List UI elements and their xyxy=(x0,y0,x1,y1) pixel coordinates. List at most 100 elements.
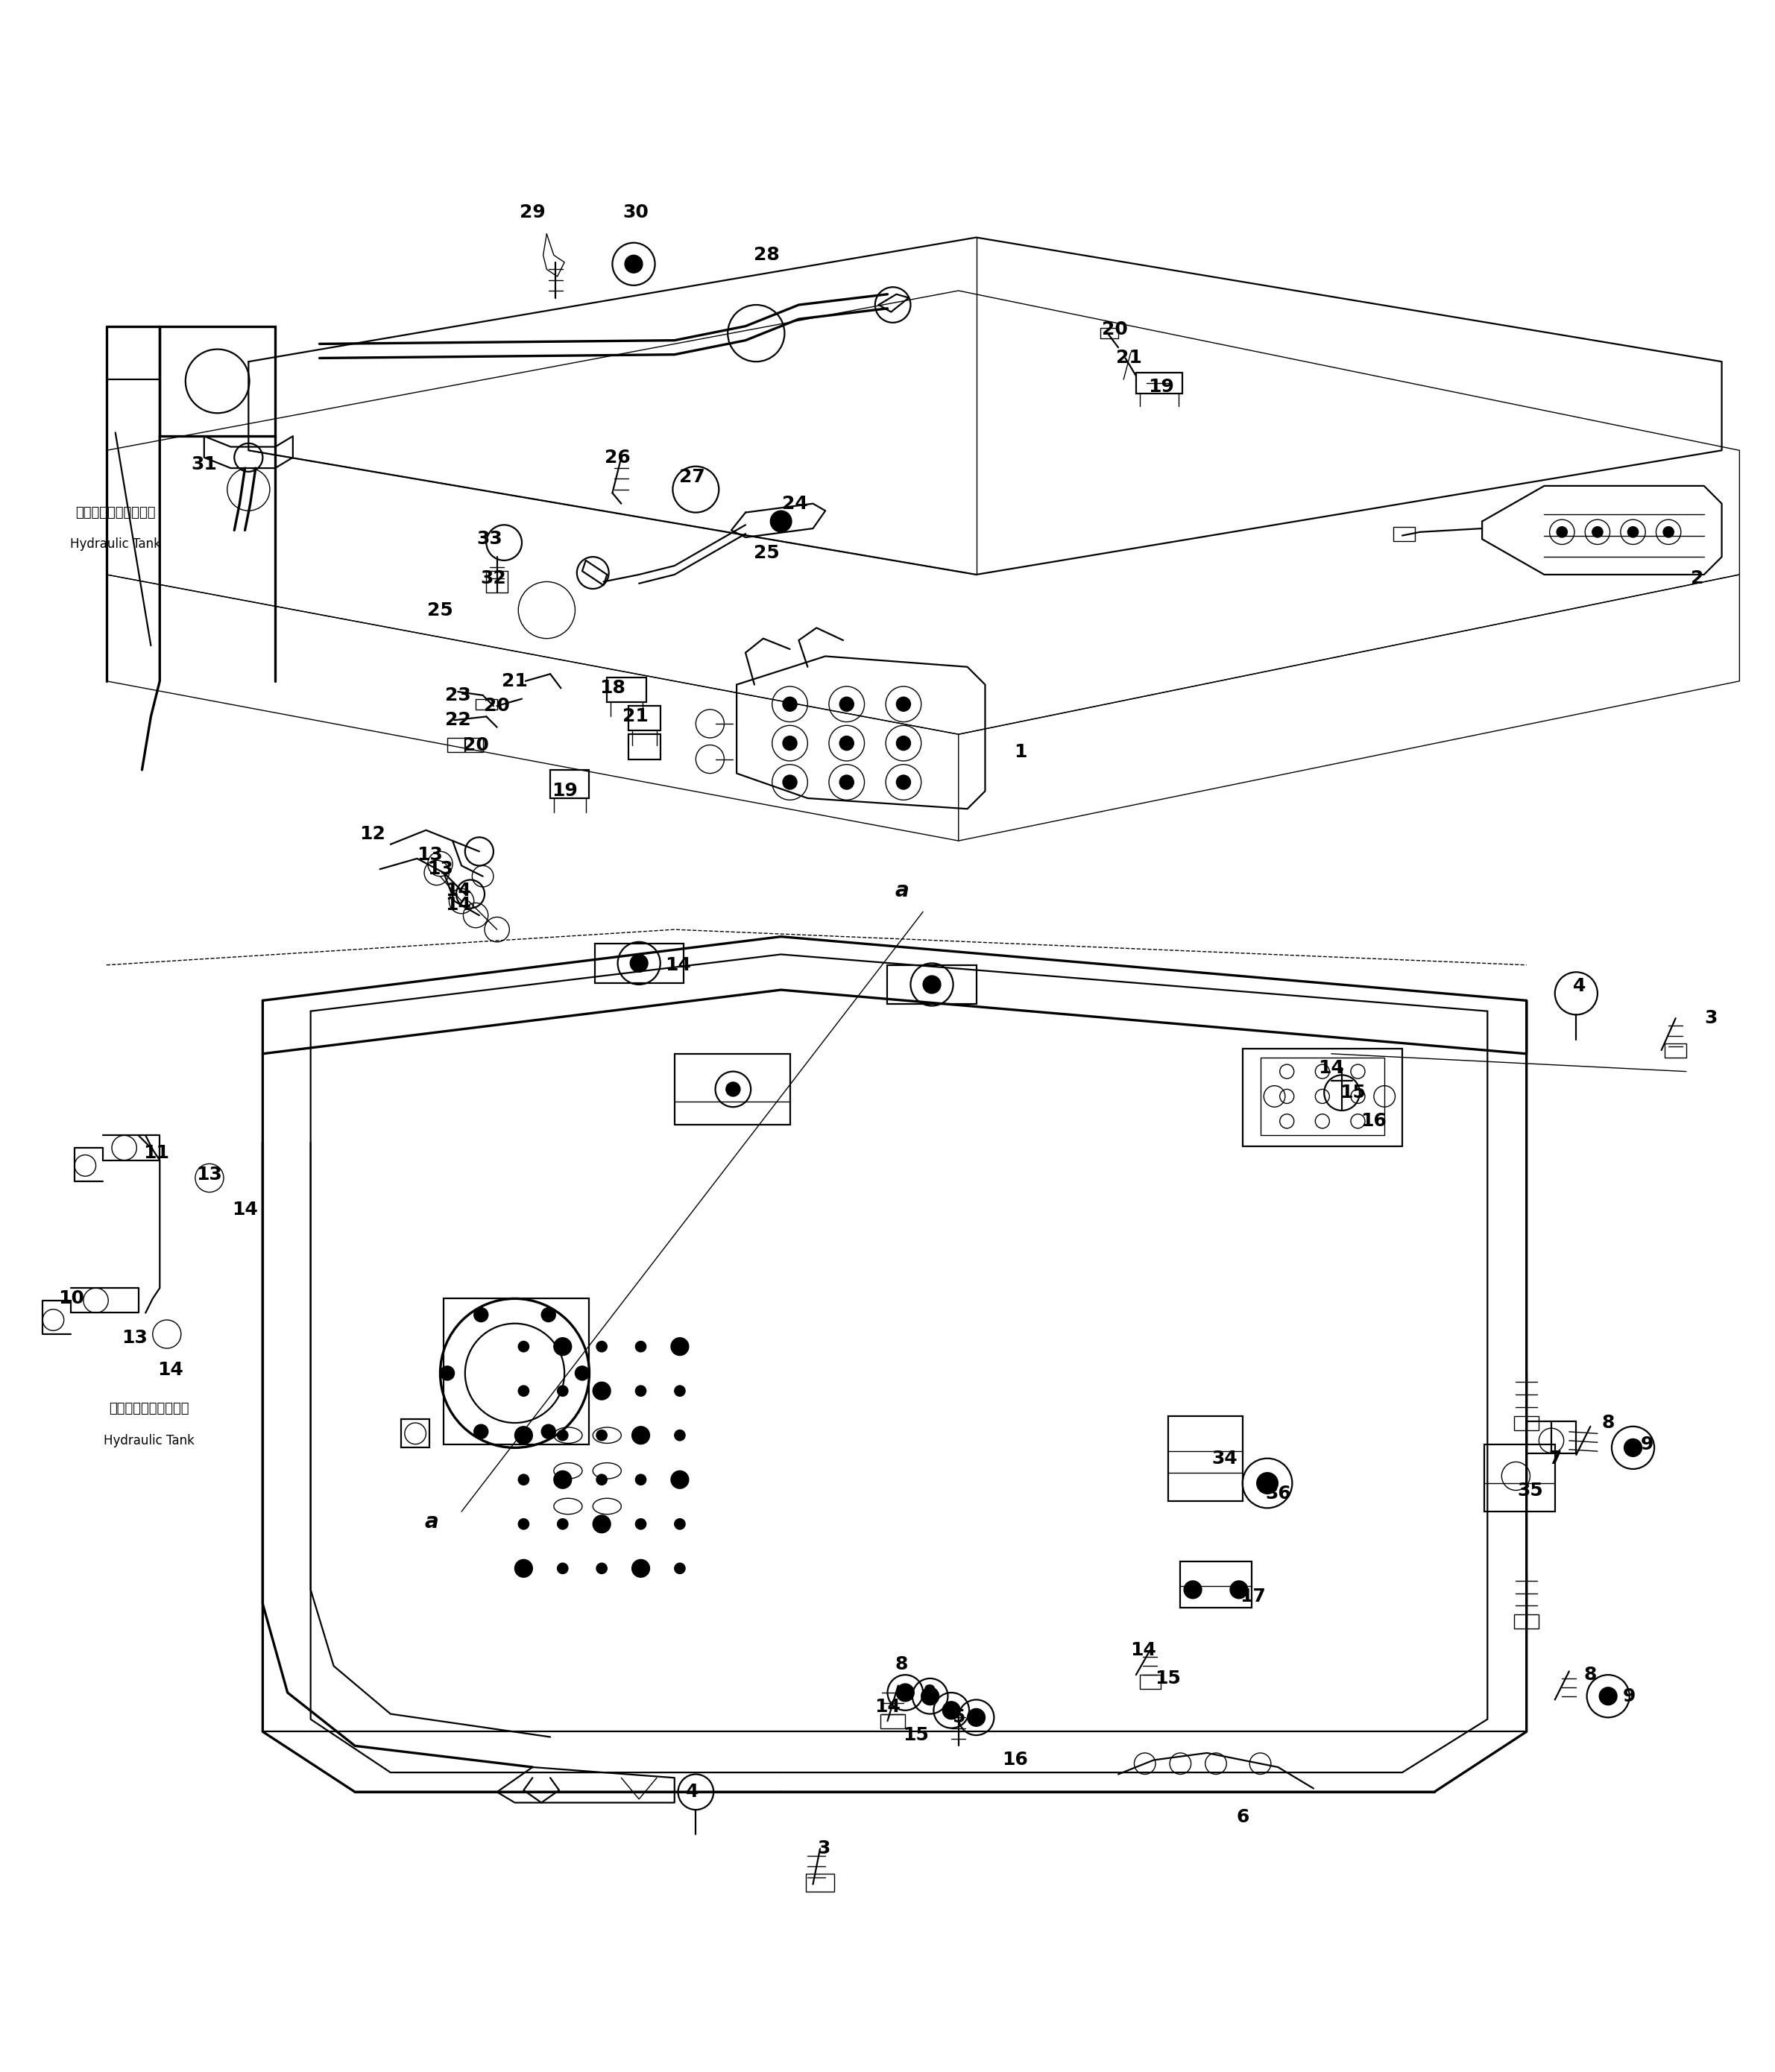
Circle shape xyxy=(518,1386,529,1397)
Circle shape xyxy=(1592,526,1603,537)
Text: 14: 14 xyxy=(158,1361,183,1378)
Circle shape xyxy=(943,1701,960,1720)
Text: 14: 14 xyxy=(446,881,470,899)
Circle shape xyxy=(840,696,854,711)
Circle shape xyxy=(541,1307,556,1322)
Text: 35: 35 xyxy=(1518,1481,1542,1500)
Circle shape xyxy=(1184,1581,1202,1600)
Circle shape xyxy=(896,775,911,789)
Circle shape xyxy=(896,696,911,711)
Text: 14: 14 xyxy=(233,1202,257,1218)
Text: 26: 26 xyxy=(605,448,630,466)
Bar xyxy=(401,1419,430,1448)
Text: Hydraulic Tank: Hydraulic Tank xyxy=(103,1434,195,1448)
Bar xyxy=(486,572,508,593)
Text: 15: 15 xyxy=(903,1726,928,1745)
Text: 19: 19 xyxy=(552,781,577,800)
Bar xyxy=(1100,327,1118,338)
Circle shape xyxy=(671,1339,689,1355)
Circle shape xyxy=(967,1709,985,1726)
Text: 31: 31 xyxy=(192,456,217,474)
Bar xyxy=(806,1873,834,1892)
Text: 23: 23 xyxy=(446,686,470,704)
Text: 4: 4 xyxy=(1573,978,1587,995)
Circle shape xyxy=(674,1386,685,1397)
Circle shape xyxy=(557,1386,568,1397)
Circle shape xyxy=(840,736,854,750)
Text: 29: 29 xyxy=(520,203,545,222)
Text: 32: 32 xyxy=(481,570,506,586)
Text: 14: 14 xyxy=(666,955,690,974)
Text: 28: 28 xyxy=(754,247,779,263)
Circle shape xyxy=(557,1562,568,1575)
Circle shape xyxy=(674,1519,685,1529)
Text: 20: 20 xyxy=(485,696,509,715)
Circle shape xyxy=(770,510,792,533)
Bar xyxy=(1484,1444,1555,1513)
Circle shape xyxy=(593,1515,611,1533)
Text: 20: 20 xyxy=(463,736,488,754)
Circle shape xyxy=(630,955,648,972)
Circle shape xyxy=(596,1475,607,1486)
Text: 14: 14 xyxy=(446,895,470,914)
Text: 30: 30 xyxy=(623,203,648,222)
Circle shape xyxy=(923,976,941,992)
Bar xyxy=(1514,1415,1539,1430)
Text: 8: 8 xyxy=(895,1656,909,1674)
Text: 1: 1 xyxy=(1014,744,1028,760)
Text: 3: 3 xyxy=(1704,1009,1718,1028)
Text: 9: 9 xyxy=(1640,1436,1654,1452)
Bar xyxy=(595,943,683,982)
Text: a: a xyxy=(424,1513,438,1533)
Text: 8: 8 xyxy=(1601,1413,1615,1432)
Text: 14: 14 xyxy=(1131,1641,1156,1660)
Bar xyxy=(444,1299,589,1444)
Text: 13: 13 xyxy=(197,1164,222,1183)
Bar xyxy=(1393,526,1415,541)
Text: 25: 25 xyxy=(428,601,453,620)
Text: ハイドロリックタンク: ハイドロリックタンク xyxy=(108,1403,190,1415)
Text: 27: 27 xyxy=(680,468,705,487)
Circle shape xyxy=(635,1341,646,1351)
Text: 18: 18 xyxy=(600,680,625,696)
Circle shape xyxy=(557,1519,568,1529)
Text: 9: 9 xyxy=(923,1685,937,1701)
Circle shape xyxy=(783,736,797,750)
Circle shape xyxy=(635,1519,646,1529)
Bar xyxy=(674,1055,790,1125)
Text: 19: 19 xyxy=(1148,377,1173,396)
Text: 36: 36 xyxy=(1266,1486,1290,1502)
Bar xyxy=(1526,1421,1576,1452)
Text: 13: 13 xyxy=(417,845,442,864)
Text: ハイドロリックタンク: ハイドロリックタンク xyxy=(75,506,156,520)
Circle shape xyxy=(632,1560,650,1577)
Circle shape xyxy=(1557,526,1567,537)
Circle shape xyxy=(635,1475,646,1486)
Text: 34: 34 xyxy=(1212,1450,1237,1467)
Circle shape xyxy=(596,1430,607,1440)
Circle shape xyxy=(1663,526,1674,537)
Circle shape xyxy=(674,1430,685,1440)
Circle shape xyxy=(474,1423,488,1438)
Circle shape xyxy=(474,1307,488,1322)
Circle shape xyxy=(896,736,911,750)
Bar xyxy=(607,678,646,702)
Circle shape xyxy=(575,1365,589,1380)
Text: 2: 2 xyxy=(1690,570,1704,586)
Bar xyxy=(1514,1614,1539,1629)
Text: 17: 17 xyxy=(1241,1587,1266,1606)
Text: 11: 11 xyxy=(144,1144,169,1162)
Bar xyxy=(160,325,275,437)
Circle shape xyxy=(1628,526,1638,537)
Bar xyxy=(447,738,483,752)
Circle shape xyxy=(632,1426,650,1444)
Text: 4: 4 xyxy=(685,1784,699,1801)
Circle shape xyxy=(1599,1687,1617,1705)
Circle shape xyxy=(783,696,797,711)
Text: 13: 13 xyxy=(122,1328,147,1347)
Bar xyxy=(887,966,976,1005)
Text: a: a xyxy=(895,881,909,901)
Circle shape xyxy=(783,775,797,789)
Circle shape xyxy=(674,1562,685,1575)
Circle shape xyxy=(515,1560,532,1577)
